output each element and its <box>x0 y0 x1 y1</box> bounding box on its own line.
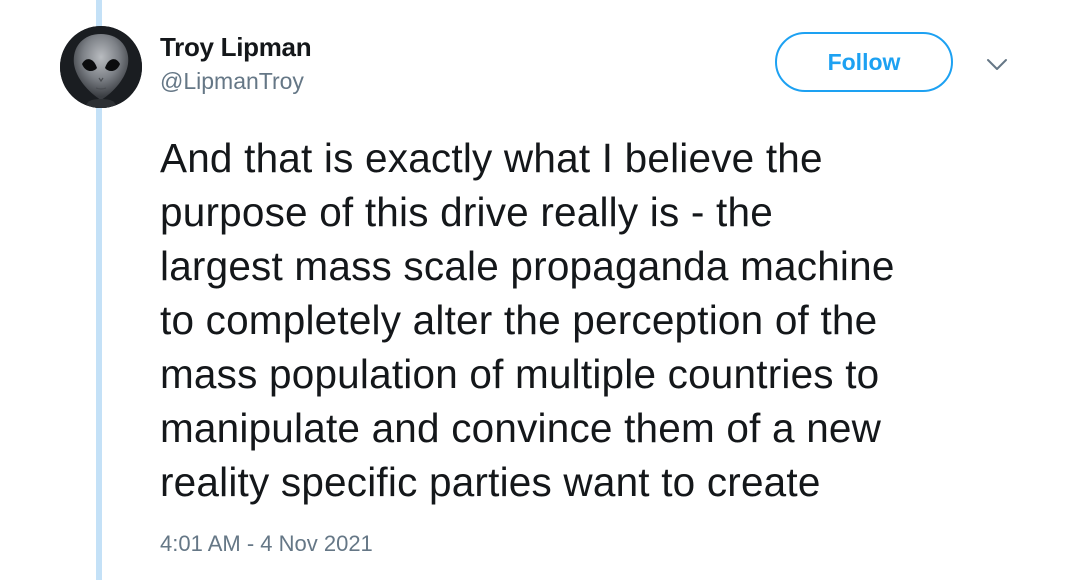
alien-avatar-icon <box>60 26 142 108</box>
tweet-text: And that is exactly what I believe the p… <box>160 135 895 505</box>
thread-connector-line <box>96 0 102 580</box>
user-display-name[interactable]: Troy Lipman <box>160 32 312 62</box>
chevron-down-icon <box>987 59 1007 70</box>
more-options-button[interactable] <box>982 50 1012 80</box>
tweet-timestamp[interactable]: 4:01 AM - 4 Nov 2021 <box>160 531 373 556</box>
user-handle[interactable]: @LipmanTroy <box>160 68 304 94</box>
follow-button[interactable]: Follow <box>775 32 953 92</box>
user-avatar[interactable] <box>60 26 142 108</box>
